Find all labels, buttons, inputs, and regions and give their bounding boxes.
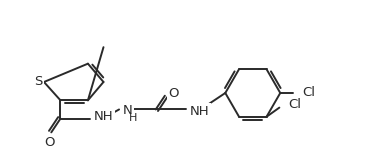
Text: NH: NH <box>190 105 209 118</box>
Text: NH: NH <box>93 110 113 123</box>
Text: O: O <box>169 87 179 100</box>
Text: Cl: Cl <box>302 87 315 100</box>
Text: H: H <box>129 113 138 123</box>
Text: O: O <box>44 136 55 149</box>
Text: Cl: Cl <box>289 98 301 111</box>
Text: N: N <box>123 104 132 117</box>
Text: S: S <box>34 76 42 88</box>
